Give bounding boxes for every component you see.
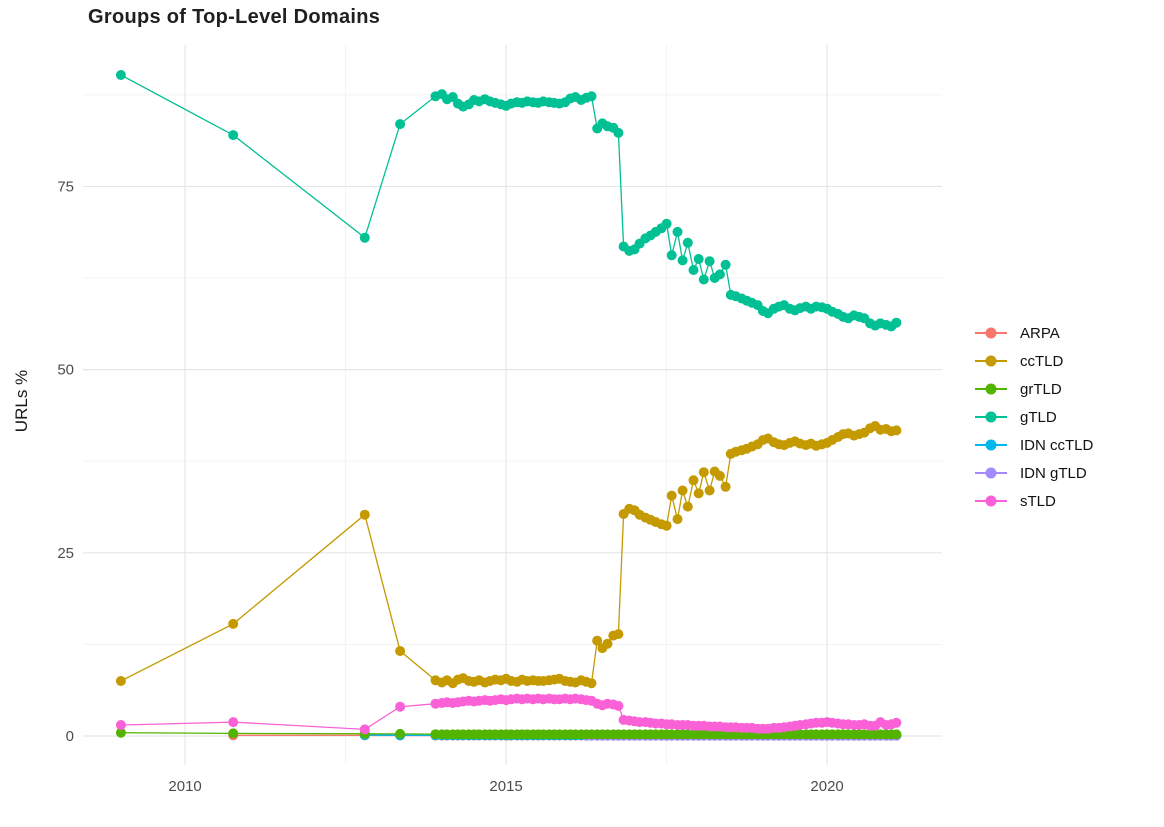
series-grTLD: [115, 727, 902, 740]
data-point: [613, 700, 624, 711]
data-point: [586, 678, 597, 689]
data-point: [592, 635, 603, 646]
legend-item-cctld: ccTLD: [975, 347, 1093, 375]
data-point: [228, 130, 239, 141]
legend-label: IDN gTLD: [1020, 464, 1087, 482]
legend-item-arpa: ARPA: [975, 319, 1093, 347]
data-point: [891, 317, 902, 328]
y-tick-label: 50: [57, 362, 74, 379]
series-ccTLD: [115, 421, 902, 689]
legend-key-icon: [975, 494, 1007, 508]
data-point: [661, 218, 672, 229]
data-point: [698, 274, 709, 285]
data-point: [602, 638, 613, 649]
data-point: [698, 467, 709, 478]
gridlines-major: [83, 45, 942, 765]
data-point: [677, 485, 688, 496]
data-point: [672, 226, 683, 237]
legend-label: ARPA: [1020, 324, 1060, 342]
data-point: [359, 509, 370, 520]
legend-item-gtld: gTLD: [975, 403, 1093, 431]
y-tick-label: 75: [57, 178, 74, 195]
series-sTLD: [115, 693, 902, 735]
legend-label: gTLD: [1020, 408, 1057, 426]
legend-item-idn-cctld: IDN ccTLD: [975, 431, 1093, 459]
legend-key-icon: [975, 382, 1007, 396]
legend: ARPA ccTLD grTLD gTLD IDN ccTLD IDN gTLD sTLD: [975, 319, 1093, 515]
data-point: [704, 256, 715, 267]
data-point: [704, 485, 715, 496]
legend-label: sTLD: [1020, 492, 1056, 510]
legend-key-icon: [975, 466, 1007, 480]
data-point: [891, 425, 902, 436]
data-point: [115, 676, 126, 686]
data-point: [682, 237, 693, 248]
data-point: [228, 728, 239, 739]
data-point: [395, 119, 406, 130]
legend-item-idn-gtld: IDN gTLD: [975, 459, 1093, 487]
y-axis-label: URLs %: [12, 369, 31, 433]
data-point: [613, 629, 624, 640]
legend-label: IDN ccTLD: [1020, 436, 1094, 454]
data-point: [395, 701, 406, 712]
y-tick-label: 0: [66, 728, 74, 745]
data-point: [115, 727, 126, 738]
data-point: [891, 729, 902, 740]
data-point: [688, 265, 699, 275]
data-point: [395, 646, 406, 656]
series-gTLD: [115, 70, 902, 332]
legend-key-icon: [975, 410, 1007, 424]
data-point: [714, 269, 725, 280]
data-point: [359, 724, 370, 735]
data-point: [693, 488, 704, 499]
data-point: [613, 127, 624, 138]
data-point: [115, 720, 126, 730]
data-point: [115, 70, 126, 80]
y-tick-label: 25: [57, 545, 74, 562]
x-tick-label: 2010: [168, 778, 201, 795]
data-point: [714, 470, 725, 481]
legend-item-grtld: grTLD: [975, 375, 1093, 403]
legend-item-stld: sTLD: [975, 487, 1093, 515]
data-point: [682, 501, 693, 512]
gridlines-minor: [83, 45, 942, 765]
data-point: [693, 254, 704, 264]
data-point: [228, 717, 239, 728]
data-point: [720, 481, 731, 492]
x-tick-label: 2020: [810, 778, 843, 795]
data-point: [672, 514, 683, 525]
chart-title: Groups of Top-Level Domains: [88, 6, 381, 28]
data-point: [395, 728, 406, 739]
data-point: [666, 250, 677, 261]
data-point: [586, 91, 597, 102]
x-tick-label: 2015: [489, 778, 522, 795]
data-point: [688, 475, 699, 486]
legend-label: ccTLD: [1020, 352, 1064, 370]
legend-label: grTLD: [1020, 380, 1062, 398]
legend-key-icon: [975, 326, 1007, 340]
series-line: [120, 74, 897, 328]
legend-key-icon: [975, 354, 1007, 368]
data-point: [891, 717, 902, 728]
data-point: [228, 618, 239, 629]
tick-labels: 0 25 50 75 2010 2015 2020: [57, 178, 843, 795]
data-point: [359, 232, 370, 243]
data-point: [720, 259, 731, 270]
data-point: [661, 520, 672, 531]
data-point: [666, 490, 677, 501]
data-point: [677, 255, 688, 266]
legend-key-icon: [975, 438, 1007, 452]
